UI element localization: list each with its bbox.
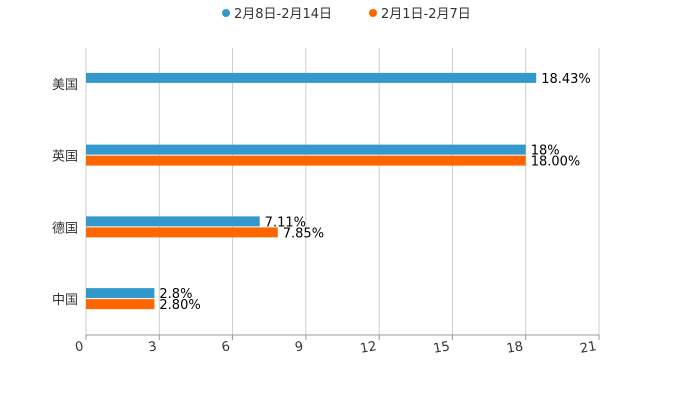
data-label: 18.43%	[541, 72, 591, 87]
data-label: 18%	[531, 144, 560, 159]
bar	[86, 155, 526, 166]
x-tick-label: 3	[147, 339, 158, 355]
data-label: 7.11%	[265, 215, 306, 230]
bar	[86, 216, 260, 227]
x-tick-label: 21	[579, 339, 598, 357]
data-label: 2.8%	[159, 287, 192, 302]
category-label: 中国	[52, 293, 78, 308]
x-tick-label: 0	[74, 339, 85, 355]
bar	[86, 288, 155, 299]
x-tick-label: 6	[221, 339, 232, 355]
x-tick-label: 12	[359, 339, 378, 357]
legend-marker	[222, 9, 230, 17]
data-label: 7.85%	[283, 226, 324, 241]
bar	[86, 227, 278, 238]
category-label: 美国	[52, 78, 78, 93]
data-label: 2.80%	[159, 298, 200, 313]
legend-label: 2月8日-2月14日	[234, 7, 332, 22]
x-tick-label: 18	[506, 339, 525, 357]
legend-marker	[369, 9, 377, 17]
bar	[86, 299, 155, 310]
x-tick-label: 15	[432, 339, 451, 357]
x-tick-label: 9	[294, 339, 305, 355]
category-label: 德国	[52, 221, 78, 236]
legend-label: 2月1日-2月7日	[381, 7, 471, 22]
category-label: 英国	[52, 150, 78, 165]
bar	[86, 72, 537, 83]
bar	[86, 144, 526, 155]
data-label: 18.00%	[531, 155, 581, 170]
